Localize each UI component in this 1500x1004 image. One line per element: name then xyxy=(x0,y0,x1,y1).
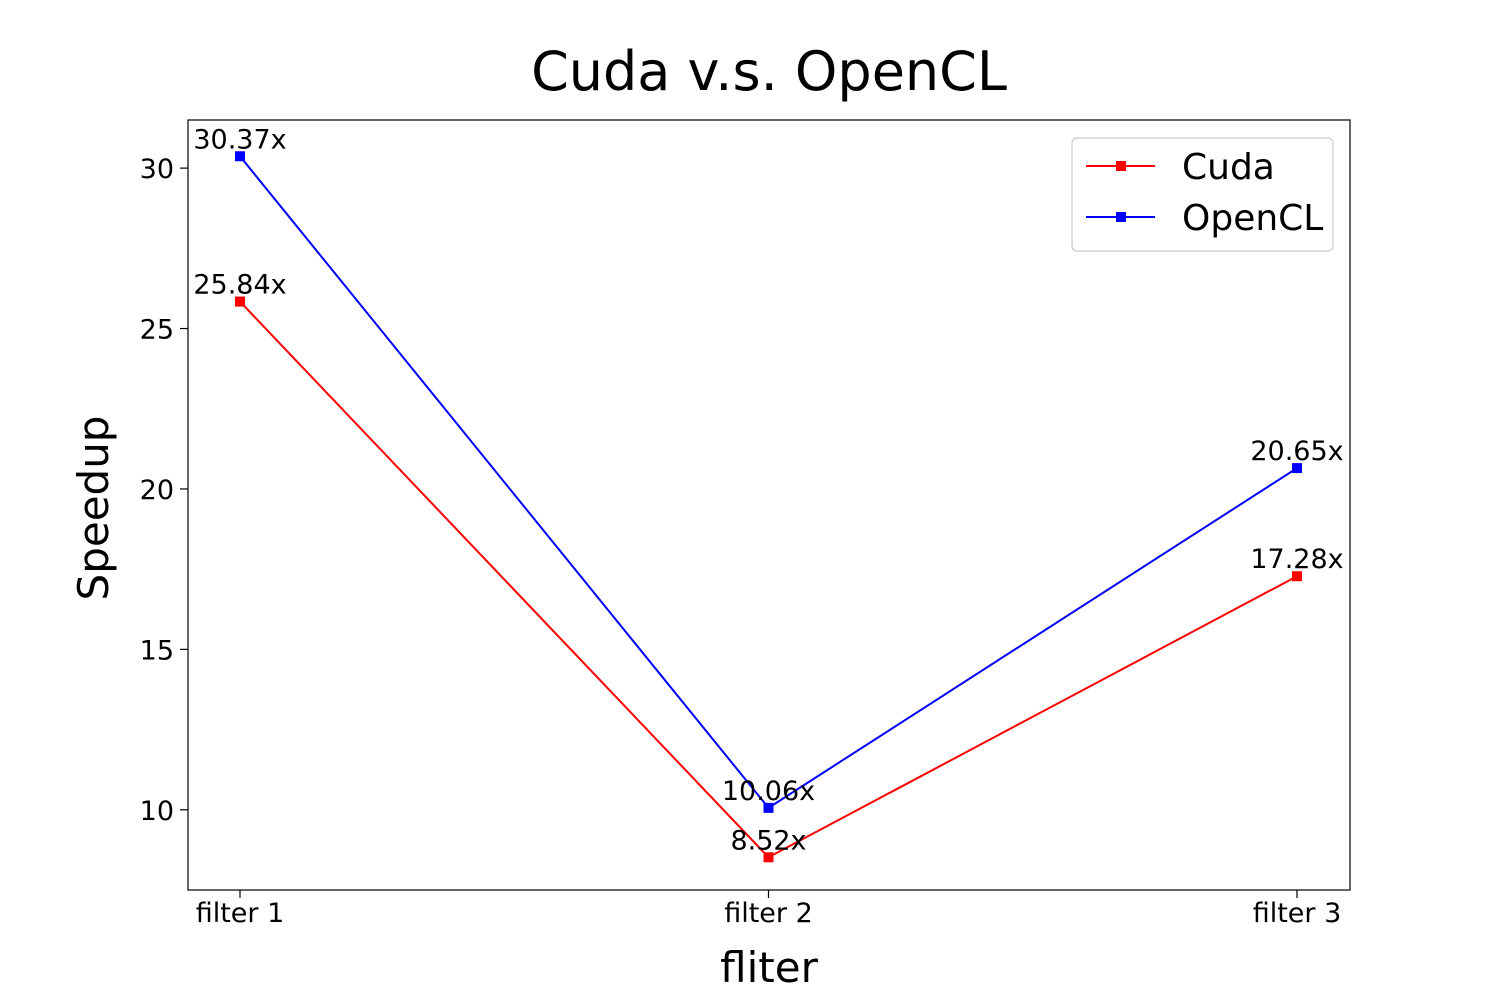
data-label-opencl: 10.06x xyxy=(722,776,815,807)
y-tick-label: 20 xyxy=(140,475,174,506)
data-point-opencl xyxy=(235,151,245,162)
y-tick-label: 30 xyxy=(140,154,174,185)
x-axis-label: fliter xyxy=(720,943,818,992)
data-labels: 25.84x 8.52x 17.28x 30.37x 10.06x 20.65x xyxy=(193,124,1343,856)
legend-marker-cuda xyxy=(1116,161,1126,171)
chart-title: Cuda v.s. OpenCL xyxy=(531,40,1007,103)
series-line-opencl xyxy=(239,155,1298,810)
legend-label-opencl: OpenCL xyxy=(1182,198,1323,239)
data-label-cuda: 8.52x xyxy=(730,825,806,856)
data-point-opencl xyxy=(763,802,774,813)
y-tick-label: 15 xyxy=(140,635,174,666)
data-point-opencl xyxy=(1292,463,1302,474)
x-tick-label: filter 3 xyxy=(1253,898,1342,929)
data-label-cuda: 25.84x xyxy=(193,270,286,301)
legend-label-cuda: Cuda xyxy=(1182,147,1275,188)
y-axis-label: Speedup xyxy=(69,416,118,601)
x-axis: filter 1 filter 2 filter 3 xyxy=(196,890,1342,929)
series-lines xyxy=(235,151,1302,863)
data-point-cuda xyxy=(235,296,245,307)
data-point-cuda xyxy=(1292,571,1302,582)
legend-marker-opencl xyxy=(1116,212,1126,222)
legend: Cuda OpenCL xyxy=(1071,137,1334,252)
x-tick-label: filter 2 xyxy=(724,898,813,929)
data-label-cuda: 17.28x xyxy=(1250,544,1343,575)
data-label-opencl: 20.65x xyxy=(1250,436,1343,467)
data-point-cuda xyxy=(763,852,774,863)
y-tick-label: 25 xyxy=(140,315,174,346)
data-label-opencl: 30.37x xyxy=(193,124,286,155)
x-tick-label: filter 1 xyxy=(196,898,285,929)
y-axis: 10 15 20 25 30 xyxy=(140,154,188,827)
series-line-cuda xyxy=(239,300,1298,859)
y-tick-label: 10 xyxy=(140,796,174,827)
